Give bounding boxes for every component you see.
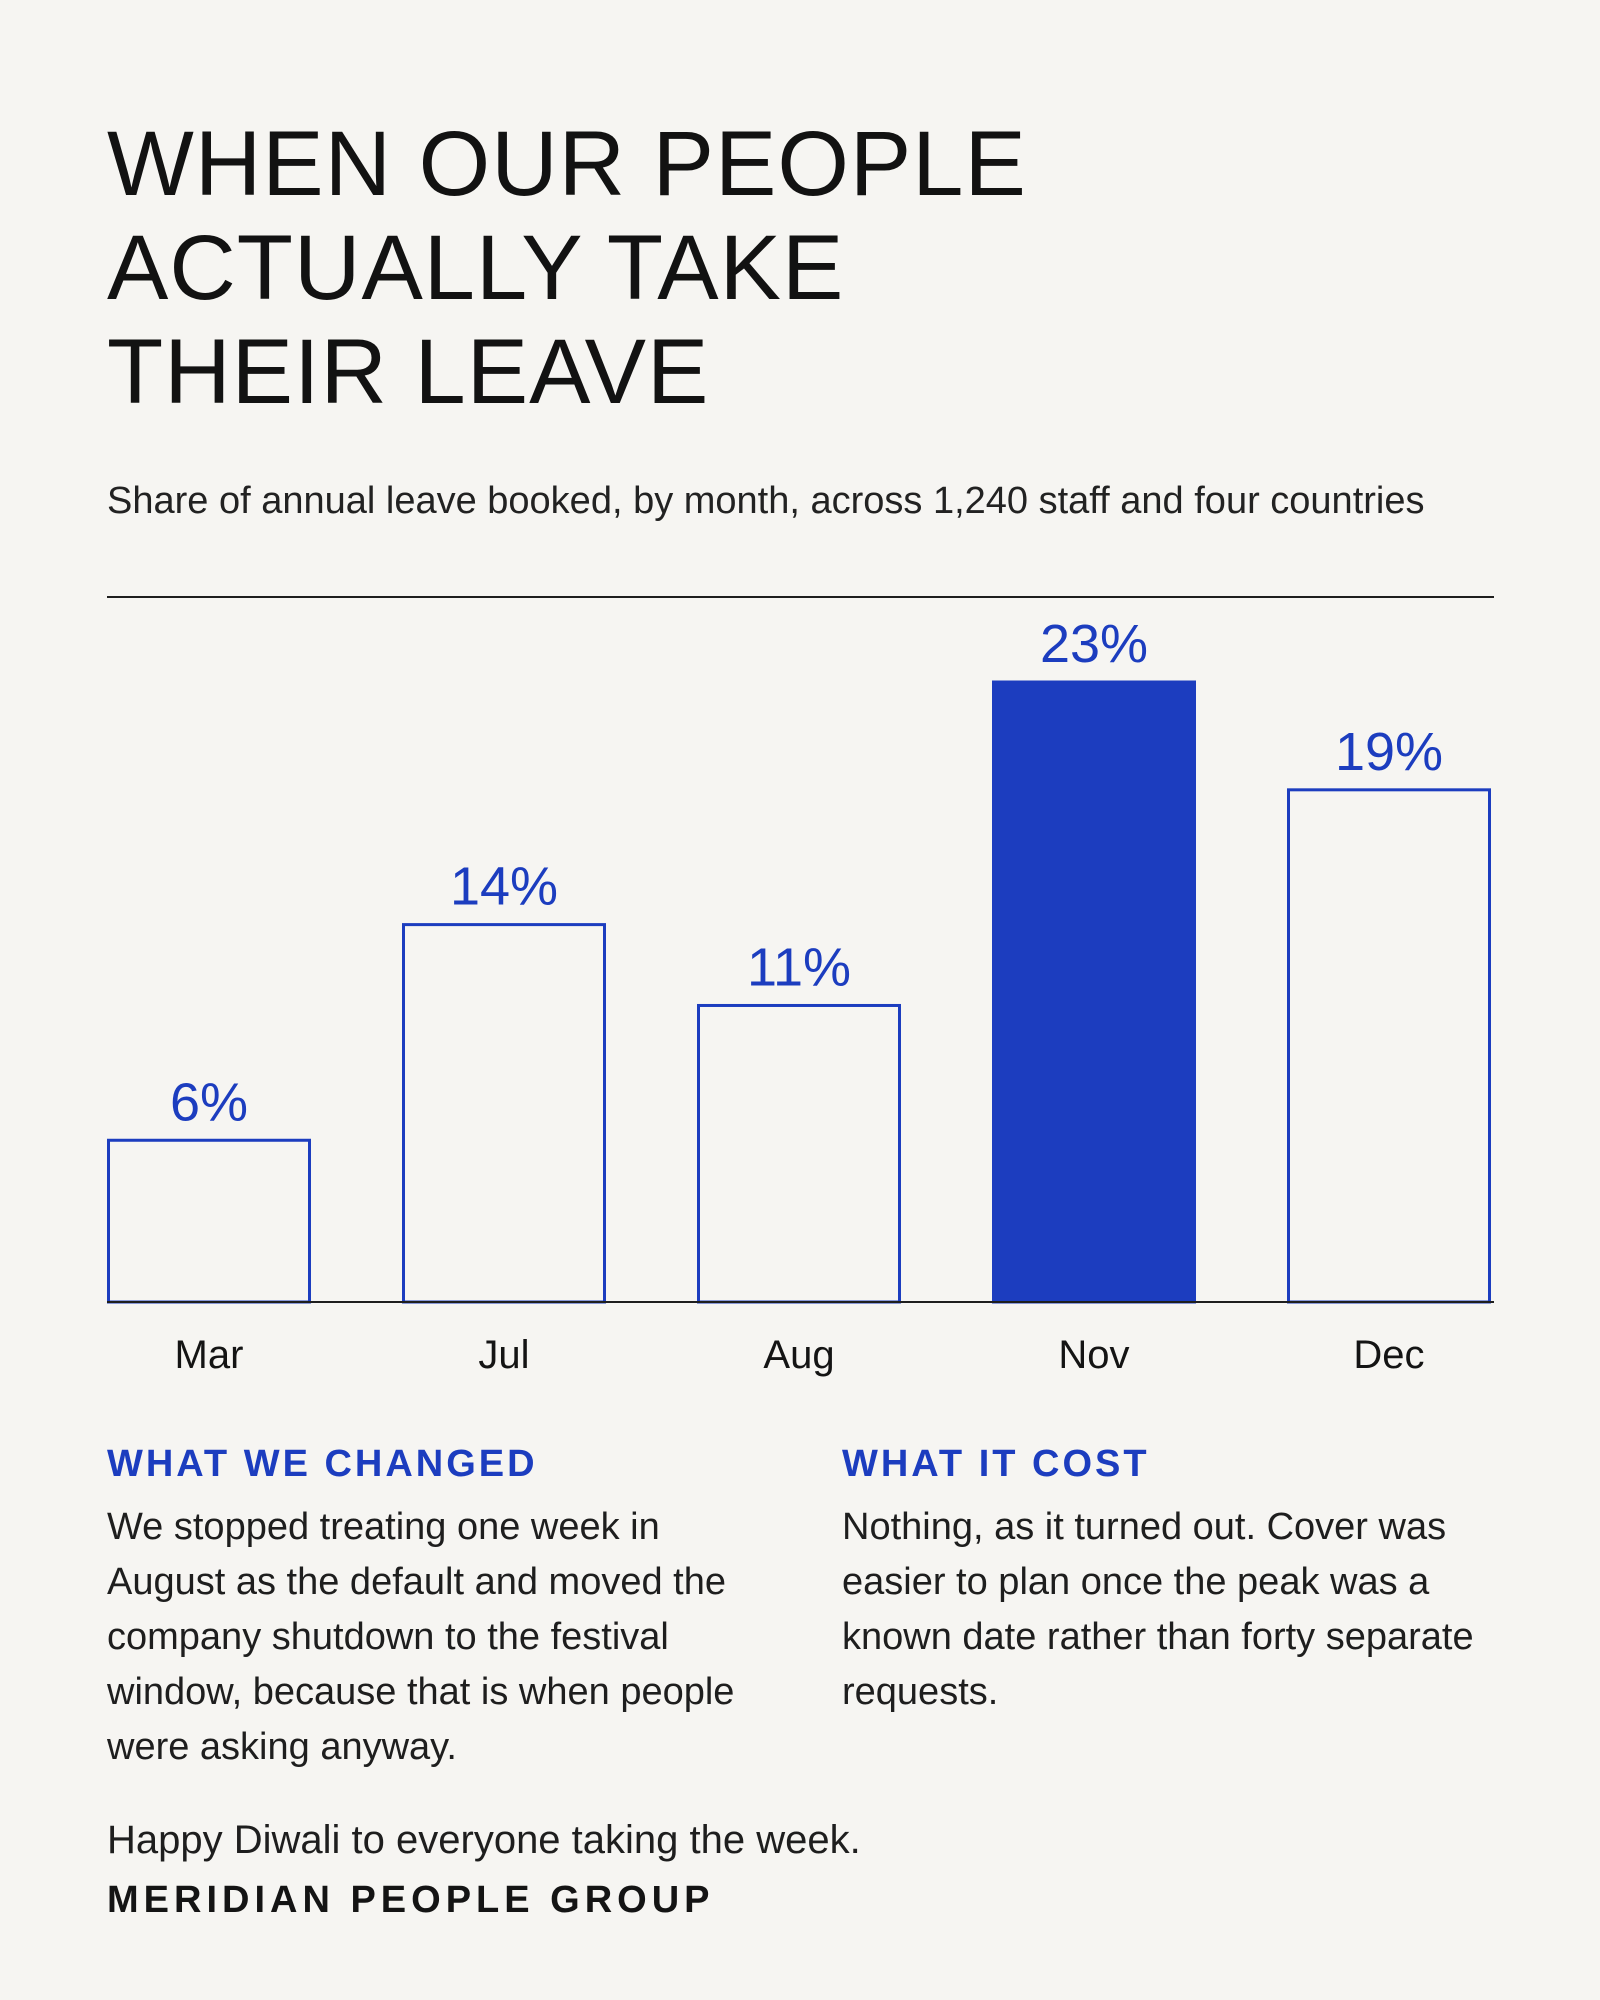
section-body-cost: Nothing, as it turned out. Cover was eas… xyxy=(842,1506,1474,1713)
bar-nov xyxy=(992,680,1196,1304)
value-label-mar: 6% xyxy=(170,1072,248,1132)
category-label-aug: Aug xyxy=(763,1333,834,1377)
chart-subtitle: Share of annual leave booked, by month, … xyxy=(107,480,1425,522)
bar-dec xyxy=(1287,788,1491,1304)
section-heading-changed: WHAT WE CHANGED xyxy=(107,1443,538,1485)
category-label-dec: Dec xyxy=(1353,1333,1424,1377)
divider-rule xyxy=(107,596,1494,598)
page-title: WHEN OUR PEOPLE ACTUALLY TAKE THEIR LEAV… xyxy=(107,113,1027,423)
what-it-cost-section: WHAT IT COST Nothing, as it turned out. … xyxy=(842,1440,1482,1720)
what-we-changed-section: WHAT WE CHANGED We stopped treating one … xyxy=(107,1440,747,1775)
section-heading-cost: WHAT IT COST xyxy=(842,1443,1150,1485)
category-label-mar: Mar xyxy=(175,1333,244,1377)
value-label-nov: 23% xyxy=(1040,614,1148,674)
leave-bar-chart: 6% Mar 14% Jul 11% Aug 23% Nov 19% Dec xyxy=(107,614,1494,1400)
value-label-jul: 14% xyxy=(450,857,558,917)
section-body-changed: We stopped treating one week in August a… xyxy=(107,1506,735,1768)
value-label-dec: 19% xyxy=(1335,722,1443,782)
leave-infographic: WHEN OUR PEOPLE ACTUALLY TAKE THEIR LEAV… xyxy=(107,0,1494,2000)
category-label-jul: Jul xyxy=(478,1333,529,1377)
value-label-aug: 11% xyxy=(747,937,851,997)
greeting-text: Happy Diwali to everyone taking the week… xyxy=(107,1818,861,1862)
category-label-nov: Nov xyxy=(1058,1333,1129,1377)
chart-svg: 6% Mar 14% Jul 11% Aug 23% Nov 19% Dec xyxy=(107,614,1494,1377)
bar-aug xyxy=(697,1003,901,1304)
bar-jul xyxy=(402,923,606,1304)
bar-mar xyxy=(107,1138,311,1304)
organization-name: MERIDIAN PEOPLE GROUP xyxy=(107,1879,715,1921)
